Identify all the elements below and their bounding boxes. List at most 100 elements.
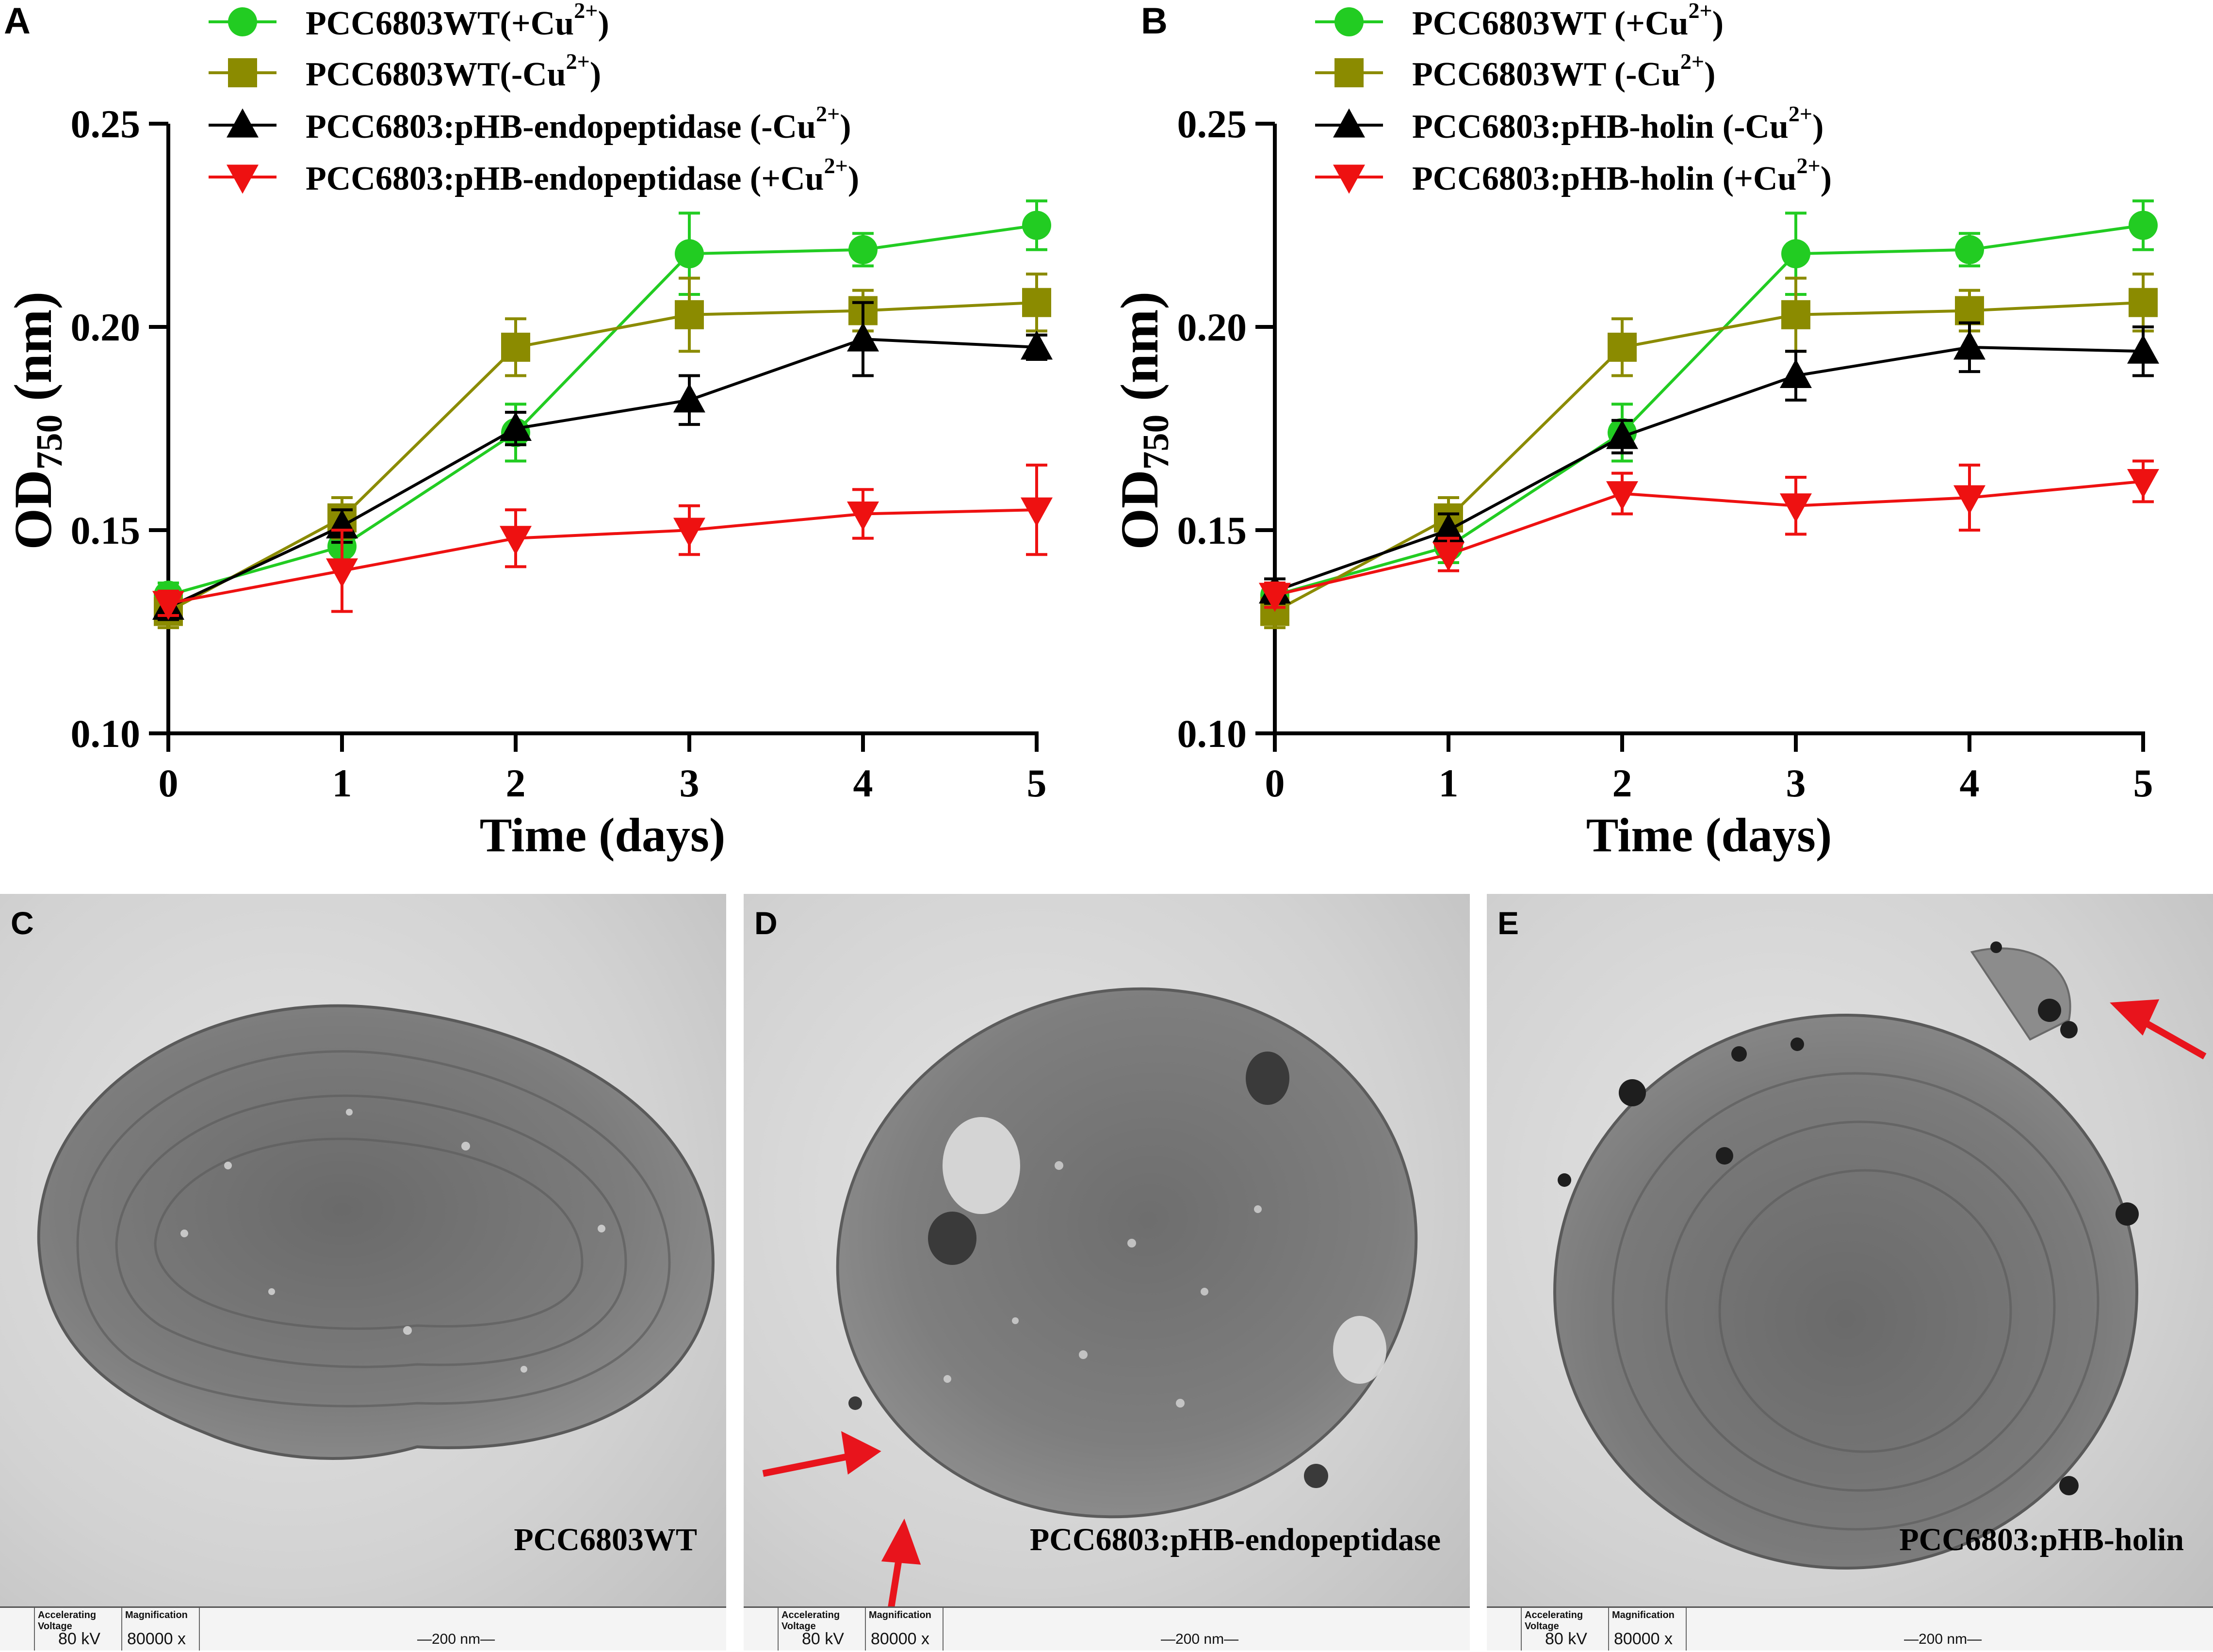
x-tick-label: 1 [1439,761,1459,805]
data-point-marker [1953,330,1985,360]
y-axis-label: OD750 (nm) [3,292,70,550]
series-line [1274,480,2144,597]
cell-wt-image [37,1004,715,1460]
data-point-marker [501,332,530,362]
voltage-label: Accelerating Voltage [1525,1610,1583,1632]
voltage-label: Accelerating Voltage [38,1610,97,1632]
data-point-marker [227,164,259,194]
series-group [1260,273,2158,630]
tem-info-bar: Accelerating Voltage 80 kV Magnification… [1487,1606,2213,1651]
magnification-label: Magnification [1612,1610,1675,1620]
growth-chart-holin: 0.10 0.15 0.20 0.25 0 1 2 3 4 5 Time (days) OD750 (… [1110,0,2159,862]
y-tick-label: 0.20 [71,305,141,349]
data-point-marker [1955,296,1984,325]
data-point-marker [1022,211,1051,240]
micrograph-caption: PCC6803:pHB-endopeptidase [1029,1522,1441,1557]
data-point-marker [1780,493,1812,523]
cell-endopeptidase-image [762,987,1418,1651]
data-point-marker [1334,58,1364,87]
micrograph-caption: PCC6803:pHB-holin [1899,1522,2184,1557]
data-point-marker [228,7,257,36]
tem-info-bar: Accelerating Voltage 80 kV Magnification… [0,1606,726,1651]
data-point-marker [2127,334,2159,364]
tem-info-bar: Accelerating Voltage 80 kV Magnification… [744,1606,1470,1651]
legend-entry: PCC6803:pHB-holin (+Cu2+) [1412,153,1832,197]
panel-letter-e: E [1497,905,1519,941]
series-line [167,301,1037,613]
series-line [167,338,1037,609]
data-point-marker [673,518,705,547]
series-line [1274,224,2144,597]
data-point-marker [1333,164,1365,194]
x-tick-label: 2 [506,761,526,805]
microscope-icon [1487,1608,1522,1651]
data-point-marker [326,558,358,588]
x-tick-label: 0 [159,761,179,805]
legend-entry: PCC6803WT(-Cu2+) [306,49,601,93]
x-tick-label: 4 [1960,761,1980,805]
x-tick-label: 4 [853,761,873,805]
data-point-marker [1432,513,1464,543]
series-group [1259,459,2159,612]
data-point-marker [675,300,704,329]
series-group [152,301,1053,621]
x-tick-label: 5 [2133,761,2153,805]
magnification-label: Magnification [869,1610,931,1620]
x-tick-label: 0 [1265,761,1285,805]
data-point-marker [1606,481,1638,511]
legend-entry: PCC6803WT (-Cu2+) [1412,49,1715,93]
x-axis-label: Time (days) [480,808,726,862]
magnification-value: 80000 x [1614,1630,1673,1648]
data-point-marker [1022,288,1051,317]
voltage-value: 80 kV [58,1630,100,1648]
data-point-marker [1953,485,1985,515]
data-point-marker [1781,300,1810,329]
scale-bar: —200 nm— [417,1631,495,1647]
legend-entry: PCC6803:pHB-holin (-Cu2+) [1412,101,1823,146]
micrograph-c: C PCC6803WT Accelerating Voltage 80 kV M… [0,894,726,1651]
data-point-marker [847,501,879,531]
y-tick-label: 0.15 [1177,508,1247,552]
y-axis-label: OD750 (nm) [1110,292,1176,550]
data-point-marker [675,239,704,269]
data-point-marker [152,591,184,620]
x-tick-label: 3 [680,761,700,805]
data-point-marker [2129,288,2158,317]
series-group [152,463,1053,620]
x-tick-label: 1 [332,761,352,805]
data-point-marker [1021,497,1053,527]
data-point-marker [500,412,532,441]
data-point-marker [1780,359,1812,389]
data-point-marker [673,383,705,413]
microscope-icon [0,1608,35,1651]
data-point-marker [1333,108,1365,138]
series-line [168,508,1037,605]
data-point-marker [1259,583,1291,612]
data-point-marker [228,58,257,87]
micrograph-d: D PCC6803:pHB-endopeptidase Accelerating… [744,894,1470,1651]
voltage-value: 80 kV [802,1630,844,1648]
data-point-marker [2127,469,2159,498]
x-tick-label: 3 [1786,761,1806,805]
micrograph-e: E PCC6803:pHB-holin Accelerating Voltage… [1487,894,2213,1651]
scale-bar: —200 nm— [1161,1631,1239,1647]
y-tick-label: 0.20 [1177,305,1247,349]
cell-holin-image [1553,941,2207,1570]
voltage-value: 80 kV [1545,1630,1587,1648]
y-tick-label: 0.10 [1177,712,1247,756]
x-tick-label: 2 [1612,761,1632,805]
series-line [1274,301,2144,613]
panel-letter-b: B [1141,0,1168,42]
data-point-marker [1432,542,1464,571]
data-point-marker [1608,332,1637,362]
growth-chart-endopeptidase: 0.10 0.15 0.20 0.25 0 1 2 3 4 5 Time (days) OD750 (… [3,0,1053,862]
scale-bar: —200 nm— [1904,1631,1982,1647]
series-line [168,224,1037,597]
magnification-label: Magnification [125,1610,188,1620]
microscope-icon [744,1608,779,1651]
magnification-value: 80000 x [871,1630,929,1648]
data-point-marker [227,108,259,138]
y-tick-label: 0.25 [1177,102,1247,146]
legend-entry: PCC6803:pHB-endopeptidase (+Cu2+) [306,153,859,197]
y-tick-label: 0.25 [71,102,141,146]
